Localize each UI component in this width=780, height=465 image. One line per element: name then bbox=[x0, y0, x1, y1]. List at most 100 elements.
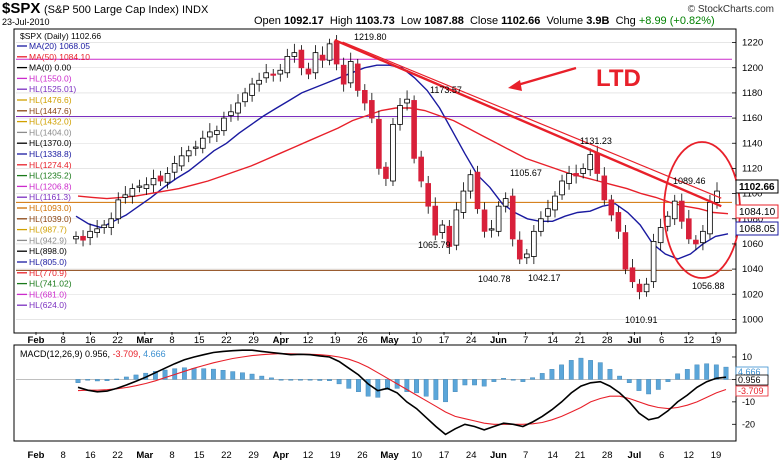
macd-histogram-bar bbox=[578, 357, 584, 380]
macd-histogram-bar bbox=[375, 379, 381, 398]
macd-title-text: MACD(12,26,9) bbox=[20, 349, 85, 359]
legend-item: HL(987.7) bbox=[29, 225, 67, 235]
ohlc-summary: Open 1092.17 High 1103.73 Low 1087.88 Cl… bbox=[254, 15, 715, 27]
macd-x-tick-label: Jul bbox=[628, 450, 642, 461]
x-tick-label: Jul bbox=[628, 335, 642, 346]
candle bbox=[502, 192, 509, 213]
x-tick-label: 22 bbox=[221, 335, 232, 346]
candle bbox=[446, 220, 453, 254]
macd-histogram-bar bbox=[433, 379, 439, 400]
candle-body bbox=[678, 200, 685, 222]
y-tick-label: 1180 bbox=[742, 88, 762, 99]
macd-histogram-bar bbox=[481, 379, 487, 387]
macd-histogram-bar bbox=[443, 379, 448, 403]
legend-item: HL(770.9) bbox=[29, 268, 67, 278]
macd-x-tick-label: 22 bbox=[221, 450, 232, 461]
x-tick-label: 8 bbox=[169, 335, 174, 346]
svg-text:1084.10: 1084.10 bbox=[739, 207, 776, 218]
candle-body bbox=[249, 83, 255, 96]
candle bbox=[580, 163, 586, 179]
candle-body bbox=[256, 79, 262, 85]
macd-histogram-bar bbox=[162, 369, 168, 380]
macd-y-tick-label: 10 bbox=[742, 352, 752, 362]
candle bbox=[80, 230, 86, 247]
candle bbox=[270, 69, 277, 82]
candle bbox=[347, 52, 354, 88]
y-tick-label: 1140 bbox=[742, 138, 762, 149]
macd-histogram-bar bbox=[549, 369, 555, 380]
candle-body bbox=[115, 199, 122, 220]
macd-panel-frame bbox=[13, 344, 737, 442]
candle-body bbox=[538, 218, 544, 232]
candle-body bbox=[467, 174, 474, 192]
macd-histogram-bar bbox=[694, 364, 700, 380]
macd-signal-line bbox=[77, 353, 727, 425]
candle bbox=[636, 279, 643, 300]
y-tick-label: 1040 bbox=[742, 264, 763, 275]
candle bbox=[481, 202, 488, 238]
candle bbox=[488, 220, 495, 238]
candle bbox=[524, 248, 530, 265]
macd-histogram-bar bbox=[240, 372, 245, 380]
candle bbox=[207, 123, 213, 144]
candle bbox=[326, 38, 333, 66]
candle bbox=[87, 223, 93, 246]
macd-histogram-bar bbox=[723, 366, 729, 380]
main-panel-frame bbox=[13, 28, 737, 334]
candle-body bbox=[573, 173, 579, 177]
candle-body bbox=[629, 267, 636, 283]
x-tick-label: 19 bbox=[711, 335, 722, 346]
candle-body bbox=[580, 168, 586, 174]
candle-body bbox=[693, 239, 699, 245]
candle bbox=[516, 231, 523, 265]
volume-value: 3.9B bbox=[586, 15, 610, 27]
high-value: 1103.73 bbox=[355, 15, 395, 27]
close-label: Close bbox=[469, 15, 499, 27]
macd-histogram-bar bbox=[684, 369, 690, 380]
candle-body bbox=[354, 63, 361, 91]
x-tick-label: Feb bbox=[28, 335, 45, 346]
x-tick-label: 8 bbox=[61, 335, 66, 346]
x-tick-label: Mar bbox=[136, 335, 153, 346]
macd-histogram-bar bbox=[75, 379, 81, 383]
ltd-arrow-head bbox=[508, 80, 522, 91]
macd-histogram-bar bbox=[220, 370, 226, 380]
candle bbox=[199, 130, 206, 154]
x-tick-label: 14 bbox=[548, 335, 559, 346]
candle bbox=[178, 147, 185, 171]
macd-histogram-bar bbox=[85, 379, 91, 381]
candle-body bbox=[474, 171, 481, 210]
macd-histogram-bar bbox=[597, 362, 603, 380]
macd-histogram-bar bbox=[636, 379, 642, 391]
candle bbox=[474, 165, 481, 214]
candle bbox=[460, 182, 467, 219]
x-tick-label: 17 bbox=[439, 335, 450, 346]
macd-value-tag: 0.956 bbox=[735, 374, 769, 386]
macd-histogram-bar bbox=[365, 379, 371, 397]
candle-body bbox=[228, 111, 234, 116]
x-tick-label: 26 bbox=[357, 335, 368, 346]
candle-body bbox=[221, 117, 227, 132]
candle bbox=[608, 194, 615, 222]
macd-histogram-bar bbox=[665, 379, 671, 382]
macd-histogram-bar bbox=[559, 364, 564, 380]
legend-item: HL(741.02) bbox=[29, 279, 72, 289]
macd-histogram-bar bbox=[539, 373, 545, 380]
candle bbox=[235, 94, 241, 121]
legend-item: HL(805.0) bbox=[29, 257, 67, 267]
open-label: Open bbox=[254, 15, 281, 27]
x-tick-label: 29 bbox=[248, 335, 259, 346]
candle-body bbox=[643, 283, 650, 293]
candle-body bbox=[298, 49, 305, 69]
price-annotation: 1042.17 bbox=[528, 273, 561, 283]
macd-histogram-bar bbox=[211, 368, 216, 380]
candle-body bbox=[552, 195, 558, 211]
x-tick-label: 16 bbox=[85, 335, 96, 346]
macd-histogram-bar bbox=[568, 360, 574, 380]
candle bbox=[136, 179, 143, 193]
macd-x-tick-label: 24 bbox=[466, 450, 477, 461]
candle-body bbox=[376, 118, 382, 169]
candle bbox=[256, 72, 262, 92]
x-tick-label: 12 bbox=[303, 335, 314, 346]
candle bbox=[362, 84, 368, 111]
